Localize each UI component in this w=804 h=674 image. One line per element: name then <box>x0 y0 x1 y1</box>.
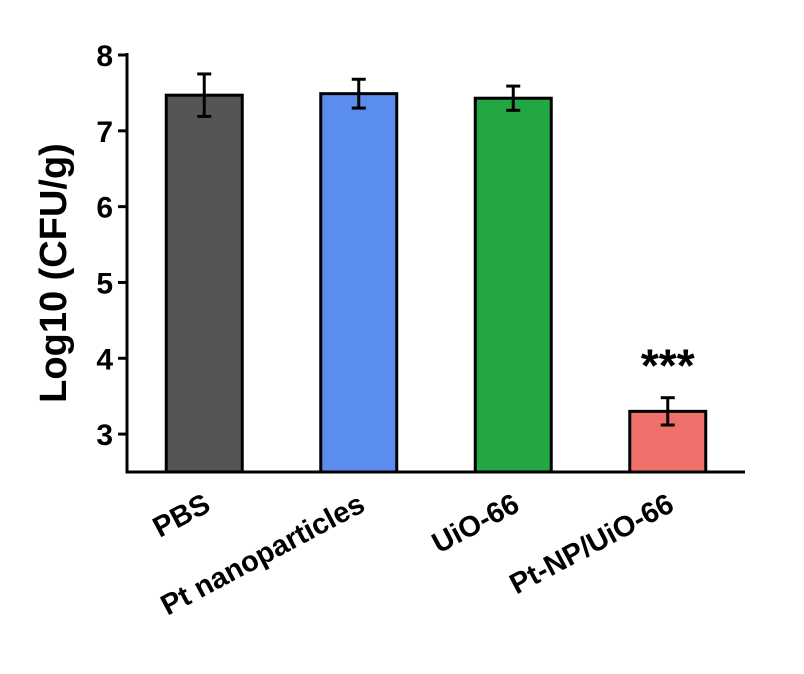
y-tick-label: 8 <box>96 40 113 73</box>
y-ticks-layer: 3 4 5 6 7 8 <box>96 40 127 452</box>
y-axis-title: Log10 (CFU/g) <box>33 143 75 403</box>
y-tick-label: 6 <box>96 192 113 225</box>
y-tick-label: 7 <box>96 116 113 149</box>
significance-annotation: *** <box>641 340 695 392</box>
x-category-label: Pt-NP/UiO-66 <box>505 488 679 601</box>
x-category-label: PBS <box>148 488 216 544</box>
y-tick-label: 3 <box>96 419 113 452</box>
bar <box>473 96 553 474</box>
error-bars-layer <box>197 72 675 427</box>
axes-layer <box>125 53 745 474</box>
bars-layer <box>164 92 708 474</box>
y-tick-label: 4 <box>96 343 113 376</box>
y-tick-label: 5 <box>96 267 113 300</box>
annotations-layer: *** <box>641 340 695 392</box>
bar <box>164 93 244 474</box>
bar <box>319 92 399 474</box>
x-category-label: UiO-66 <box>427 488 525 560</box>
